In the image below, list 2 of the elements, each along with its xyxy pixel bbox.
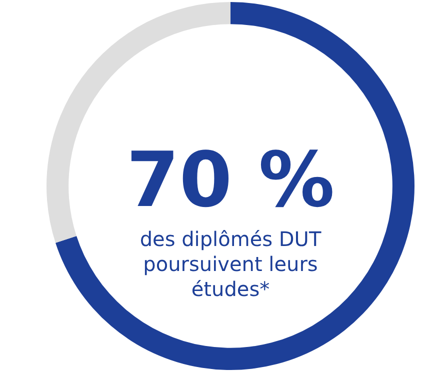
data-label: 70 %	[126, 135, 335, 224]
text: des diplômés DUT poursuivent leurs études*	[140, 227, 322, 301]
